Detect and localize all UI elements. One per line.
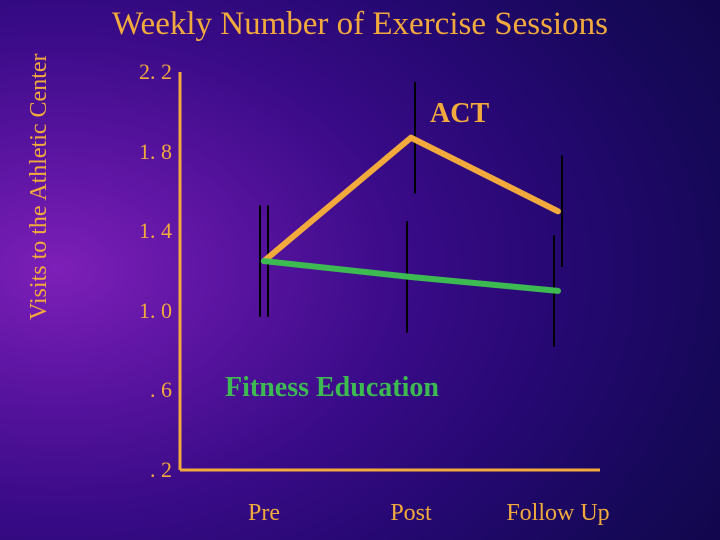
x-tick-label: Follow Up: [498, 500, 618, 527]
y-tick-label: 1. 8: [122, 139, 172, 165]
series-label-fitness-education: Fitness Education: [225, 372, 439, 404]
y-tick-label: 2. 2: [122, 59, 172, 85]
x-tick-label: Post: [351, 500, 471, 527]
y-tick-label: 1. 0: [122, 298, 172, 324]
y-tick-label: . 6: [122, 377, 172, 403]
y-tick-label: 1. 4: [122, 218, 172, 244]
x-tick-label: Pre: [204, 500, 324, 527]
y-tick-label: . 2: [122, 457, 172, 483]
chart-plot: [0, 0, 720, 540]
series-label-act: ACT: [430, 98, 489, 130]
